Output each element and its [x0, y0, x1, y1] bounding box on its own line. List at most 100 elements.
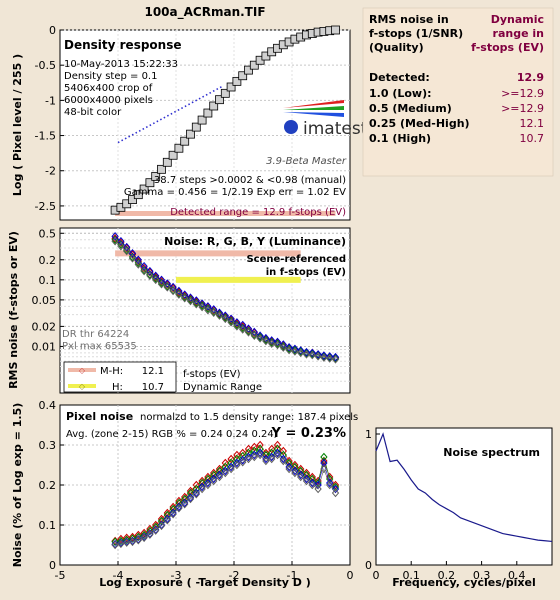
pixel-noise-point-g	[227, 458, 235, 468]
noise-point-g	[169, 285, 177, 295]
noise-point-b	[262, 333, 270, 343]
pixel-noise-point-g	[186, 488, 195, 498]
noise-point-r	[244, 325, 253, 334]
pixel-noise-point-y	[152, 526, 160, 535]
noise-point-g	[302, 348, 311, 358]
row-label: 0.1 (High)	[369, 132, 431, 145]
noise-point-y	[198, 302, 206, 312]
noise-point-b	[169, 282, 177, 292]
col1-header-1: RMS noise in	[369, 13, 449, 26]
noise-point-r	[181, 291, 189, 300]
pixel-noise-point-y	[314, 484, 322, 494]
density-point	[215, 95, 224, 105]
pixel-noise-point-g	[140, 530, 148, 540]
density-ylabel: Log ( Pixel level / 255 )	[11, 54, 24, 196]
x-tick-label: 0.3	[473, 569, 491, 582]
pixel-noise-point-r	[215, 464, 224, 474]
density-point	[249, 60, 259, 70]
noise-point-y	[227, 318, 235, 327]
spectrum-plot-area	[375, 427, 553, 566]
pixel-noise-point-y	[186, 494, 195, 504]
pixel-noise-point-g	[210, 470, 218, 480]
pixel-noise-point-b	[192, 488, 200, 498]
x-tick-label: 0.4	[508, 569, 526, 582]
pixel-noise-point-r	[192, 480, 200, 490]
noise-point-b	[204, 302, 212, 311]
pixel-noise-point-r	[291, 460, 299, 470]
pixel-noise-point-g	[192, 484, 200, 494]
noise-point-b	[111, 232, 119, 241]
y-tick-label: 0	[49, 24, 56, 37]
density-point	[151, 171, 161, 181]
noise-spectrum-panel: 0 0.1 0.2 0.3 0.4 0 1 Noise spectrum Frequency…	[365, 427, 553, 589]
pixel-max: Pxl max 65535	[62, 341, 137, 352]
density-point	[133, 190, 143, 200]
dynamic-range-table: RMS noise in f-stops (1/SNR) (Quality) D…	[362, 7, 554, 177]
row-value: >=12.9	[501, 102, 544, 115]
pixel-noise-ylabel: Noise (% of Log exp = 1.5)	[11, 403, 24, 568]
x-tick-label: 0	[347, 569, 354, 582]
y-tick-label: 1	[365, 428, 372, 441]
pixel-noise-point-r	[256, 440, 264, 450]
row-value: 12.9	[517, 71, 544, 84]
y-tick-label: 0.01	[32, 340, 57, 353]
density-point	[180, 136, 190, 146]
pixel-noise-point-y	[117, 539, 125, 549]
pixel-noise-point-g	[244, 448, 253, 458]
y-tick-label: -1.5	[35, 130, 56, 143]
pixel-noise-point-b	[262, 454, 270, 464]
noise-point-r	[152, 272, 160, 282]
pixel-noise-point-b	[239, 455, 247, 465]
noise-point-g	[146, 270, 154, 279]
pixel-noise-point-b	[233, 458, 241, 468]
pixel-noise-point-r	[308, 472, 316, 482]
spectrum-xlabel: Frequency, cycles/pixel	[392, 576, 536, 589]
noise-point-y	[308, 350, 316, 360]
noise-ylabel: RMS noise (f-stops or EV)	[7, 231, 20, 389]
y-tick-label: -2.5	[35, 200, 56, 213]
noise-point-y	[186, 296, 195, 306]
pixel-noise-point-g	[221, 462, 229, 472]
pixel-noise-point-y	[256, 450, 264, 460]
noise-point-r	[163, 280, 171, 289]
pixel-noise-point-r	[233, 450, 241, 460]
noise-point-b	[326, 352, 334, 361]
legend-h-label: H:	[112, 382, 123, 393]
pixel-noise-point-y	[123, 538, 131, 547]
row-label: 0.25 (Med-High)	[369, 117, 470, 130]
noise-point-b	[215, 308, 224, 318]
pixel-noise-point-y	[291, 468, 299, 478]
pixel-noise-point-y	[233, 460, 241, 470]
pixel-noise-point-b	[134, 535, 142, 544]
pixel-noise-point-y	[285, 464, 293, 474]
pixel-noise-point-g	[256, 444, 264, 454]
noise-point-r	[215, 309, 224, 318]
pixel-noise-point-g	[111, 537, 119, 547]
pixel-noise-point-r	[128, 532, 137, 542]
noise-point-b	[128, 249, 137, 258]
dr-threshold: DR thr 64224	[62, 329, 129, 340]
x-tick-label: 0.1	[402, 569, 420, 582]
y-tick-label: 0.4	[39, 399, 57, 412]
row-value: 12.1	[520, 117, 545, 130]
pixel-noise-point-g	[123, 535, 131, 545]
y-noise-value: Y = 0.23%	[271, 426, 346, 441]
pixel-noise-point-y	[169, 509, 177, 519]
noise-point-y	[302, 350, 311, 359]
pixel-noise-point-b	[302, 474, 311, 484]
pixel-noise-point-b	[128, 536, 137, 546]
noise-point-y	[111, 236, 119, 246]
noise-point-r	[233, 319, 241, 328]
pixel-noise-panel: 0 0.1 0.2 0.3 0.4 -5 -4 -3 -2 -1 0 Pixel noise nor…	[11, 399, 358, 589]
pixel-noise-point-b	[117, 538, 125, 548]
density-point	[157, 164, 166, 174]
version-text: 3.9-Beta Master	[266, 156, 347, 167]
y-tick-label: 0.3	[39, 439, 57, 452]
row-value: >=12.9	[501, 87, 544, 100]
noise-point-r	[157, 277, 166, 286]
density-point	[244, 65, 253, 75]
logo-text: imatest	[303, 119, 368, 139]
noise-point-y	[175, 290, 183, 299]
noise-point-y	[152, 275, 160, 285]
